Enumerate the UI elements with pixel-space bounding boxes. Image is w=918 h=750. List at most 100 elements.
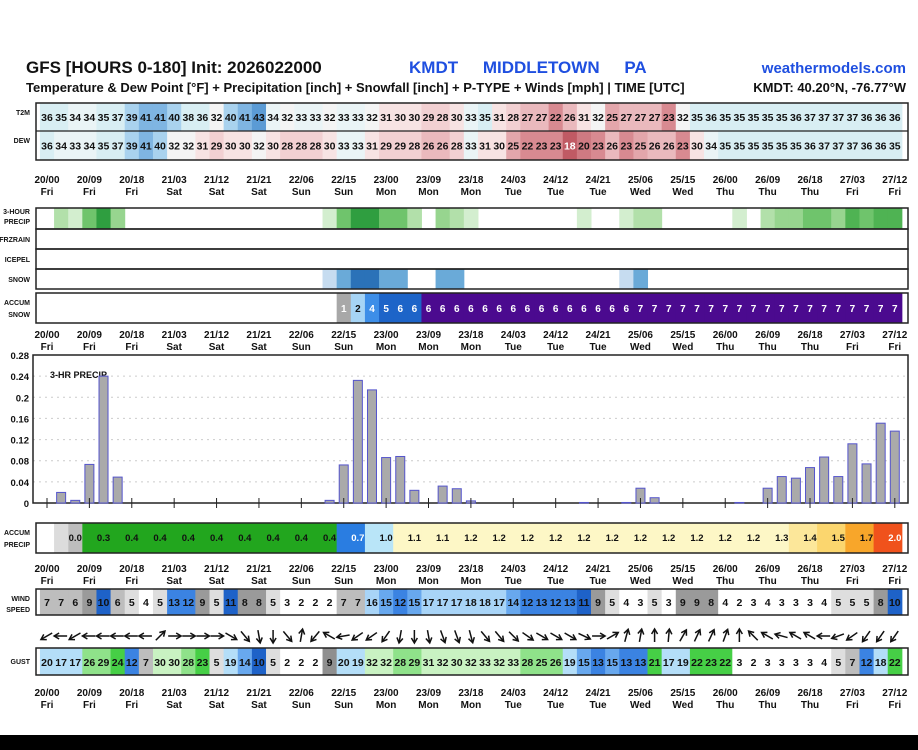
dew-value: 25 bbox=[635, 141, 647, 153]
t2m-cell bbox=[689, 103, 705, 131]
time-axis-mid-date: 25/06 bbox=[628, 330, 653, 341]
accum-snow-cell bbox=[774, 293, 790, 323]
precip-3h-cell bbox=[802, 208, 818, 229]
dew-value: 30 bbox=[324, 141, 336, 153]
gust-value: 30 bbox=[168, 657, 180, 669]
gust-value: 17 bbox=[663, 657, 675, 669]
y-tick-label: 0.04 bbox=[11, 478, 30, 489]
wind-arrow-icon bbox=[535, 632, 549, 641]
arrow-shaft bbox=[564, 632, 576, 640]
wind-speed-value: 9 bbox=[595, 597, 601, 609]
t2m-cell bbox=[492, 103, 507, 131]
accum-precip-value: 0.7 bbox=[351, 533, 364, 544]
accum-snow-cell bbox=[633, 293, 649, 323]
wind-speed-value: 13 bbox=[564, 597, 576, 609]
gust-cell bbox=[534, 648, 550, 675]
dew-value: 28 bbox=[451, 141, 463, 153]
accum-snow-cell bbox=[704, 293, 719, 323]
arrow-head bbox=[815, 632, 823, 640]
time-axis-bottom-date: 21/12 bbox=[204, 688, 229, 699]
wind-speed-cell bbox=[364, 589, 380, 615]
time-axis-lower-date: 24/12 bbox=[543, 564, 568, 575]
wind-arrow-icon bbox=[255, 629, 263, 645]
precip-3h-cell bbox=[350, 208, 366, 229]
accum-precip-cell bbox=[732, 523, 762, 553]
arrow-head bbox=[189, 632, 197, 640]
gust-cell bbox=[393, 648, 408, 675]
accum-snow-cell bbox=[562, 293, 578, 323]
accum-precip-value: 1.2 bbox=[577, 533, 590, 544]
time-axis-top-date: 24/21 bbox=[586, 175, 611, 186]
time-axis-mid-date: 20/18 bbox=[119, 330, 144, 341]
t2m-value: 36 bbox=[861, 112, 873, 124]
accum-snow-value: 7 bbox=[737, 304, 743, 315]
accum-snow-cell bbox=[435, 293, 451, 323]
wind-speed-cell bbox=[294, 589, 309, 615]
dew-value: 26 bbox=[423, 141, 435, 153]
time-axis-mid-day: Thu bbox=[716, 342, 734, 353]
accum-precip-cell bbox=[449, 523, 479, 553]
time-axis-bottom-day: Thu bbox=[716, 700, 734, 711]
accum-precip-value: 0.4 bbox=[125, 533, 139, 544]
arrow-head bbox=[243, 635, 251, 643]
t2m-value: 35 bbox=[762, 112, 774, 124]
wind-speed-cell bbox=[506, 589, 521, 615]
arrow-head bbox=[230, 634, 239, 641]
gust-value: 12 bbox=[126, 657, 138, 669]
snow-type-cell bbox=[379, 269, 394, 289]
accum-snow-value: 1 bbox=[341, 304, 347, 315]
time-axis-top-date: 25/06 bbox=[628, 175, 653, 186]
accum-precip-value: 1.2 bbox=[690, 533, 703, 544]
time-axis-bottom-date: 20/18 bbox=[119, 688, 144, 699]
time-axis-bottom-day: Fri bbox=[41, 700, 54, 711]
time-axis-bottom-date: 27/12 bbox=[882, 688, 907, 699]
wind-speed-cell bbox=[859, 589, 875, 615]
t2m-cell bbox=[746, 103, 762, 131]
wind-speed-value: 13 bbox=[168, 597, 180, 609]
precip-bar bbox=[578, 501, 589, 504]
precip-3h-cell bbox=[463, 208, 479, 229]
time-axis-bottom-date: 25/15 bbox=[670, 688, 695, 699]
accum-precip-value: 0.4 bbox=[238, 533, 252, 544]
accum-snow-cell bbox=[859, 293, 875, 323]
gust-cell bbox=[477, 648, 493, 675]
y-tick-label: 0.2 bbox=[16, 393, 29, 404]
wind-arrow-icon bbox=[773, 631, 788, 639]
t2m-cell bbox=[39, 103, 55, 131]
precip-3h-cell bbox=[845, 208, 860, 229]
arrow-head bbox=[570, 634, 578, 641]
time-axis-mid-day: Sun bbox=[292, 342, 311, 353]
time-axis-mid-day: Fri bbox=[41, 342, 54, 353]
time-axis-bottom-date: 23/09 bbox=[416, 688, 441, 699]
gust-value: 29 bbox=[98, 657, 110, 669]
wind-speed-cell bbox=[817, 589, 832, 615]
gust-value: 18 bbox=[875, 657, 887, 669]
t2m-value: 32 bbox=[281, 112, 293, 124]
time-axis-lower-date: 23/00 bbox=[374, 564, 399, 575]
time-axis-bottom-day: Sun bbox=[292, 700, 311, 711]
t2m-value: 35 bbox=[479, 112, 491, 124]
brand-link[interactable]: weathermodels.com bbox=[761, 60, 906, 77]
dew-cell bbox=[167, 131, 182, 160]
wind-arrow-icon bbox=[137, 632, 152, 640]
accum-precip-value: 1.1 bbox=[436, 533, 450, 544]
gust-value: 19 bbox=[677, 657, 689, 669]
accum-precip-value: 0.4 bbox=[210, 533, 224, 544]
t2m-cell bbox=[96, 103, 112, 131]
t2m-value: 35 bbox=[55, 112, 67, 124]
wind-speed-cell bbox=[167, 589, 182, 615]
gust-cell bbox=[788, 648, 804, 675]
dew-cell bbox=[591, 131, 606, 160]
wind-arrow-icon bbox=[109, 632, 124, 640]
t2m-cell bbox=[704, 103, 719, 131]
accum-snow-value: 7 bbox=[850, 304, 856, 315]
accum-precip-value: 1.1 bbox=[408, 533, 422, 544]
t2m-cell bbox=[661, 103, 677, 131]
t2m-value: 36 bbox=[889, 112, 901, 124]
dew-value: 28 bbox=[281, 141, 293, 153]
icepel-label: ICEPEL bbox=[5, 257, 31, 264]
arrow-head bbox=[322, 631, 330, 638]
time-axis-mid-date: 22/06 bbox=[289, 330, 314, 341]
accum-snow-value: 7 bbox=[722, 304, 728, 315]
time-axis-top-date: 21/03 bbox=[162, 175, 187, 186]
